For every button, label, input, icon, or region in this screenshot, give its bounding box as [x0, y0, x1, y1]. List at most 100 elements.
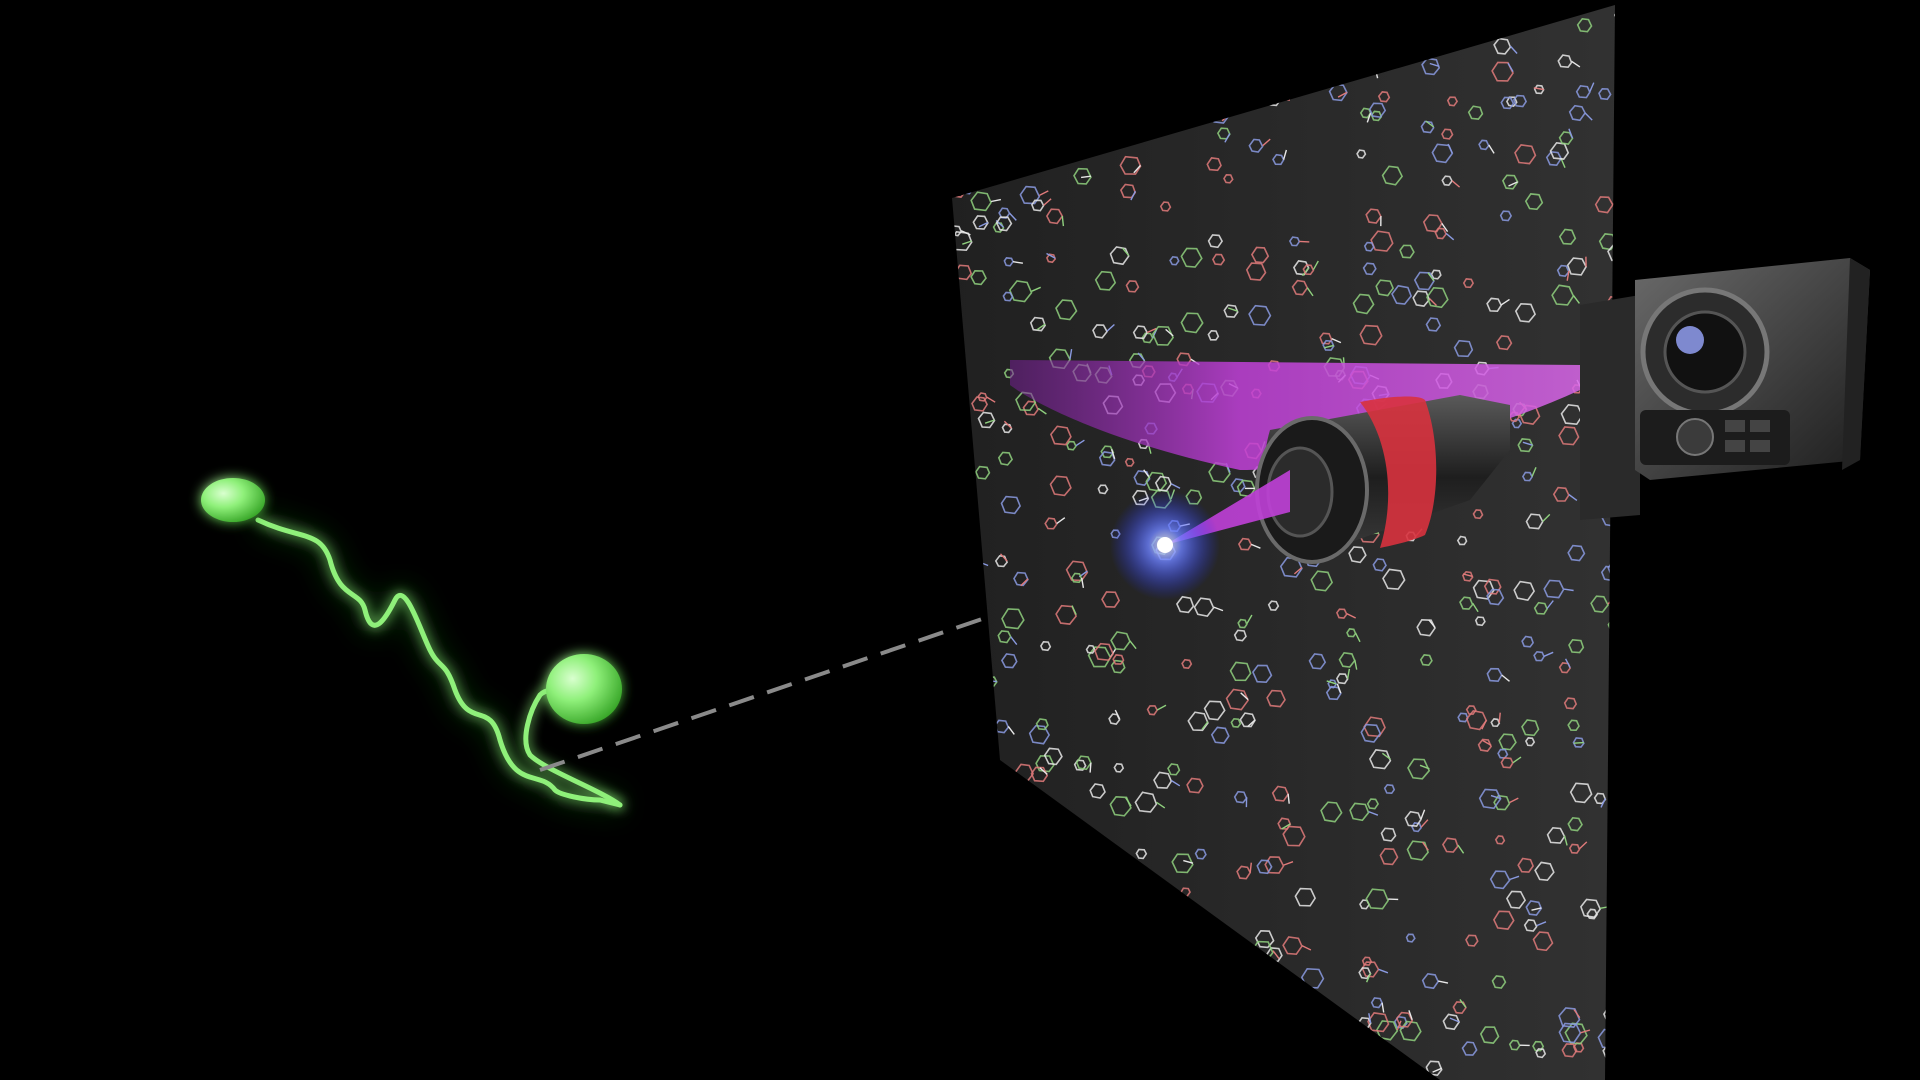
molecule-bond — [1308, 47, 1316, 58]
molecule-ring — [1087, 646, 1112, 668]
molecule-ring — [1101, 1042, 1120, 1060]
molecule-ring — [1328, 14, 1340, 25]
molecule-ring — [1113, 762, 1125, 773]
molecule-ring — [1534, 861, 1555, 882]
molecule-ring — [1156, 985, 1168, 997]
molecule-ring — [1040, 46, 1057, 61]
molecule-bond — [1432, 1067, 1443, 1073]
molecule-ring — [1521, 471, 1534, 482]
molecule-bond — [1564, 658, 1571, 669]
molecule-ring — [1479, 1026, 1500, 1044]
molecule-ring — [1372, 558, 1387, 572]
molecule-ring — [1368, 102, 1387, 119]
molecule-ring — [1080, 1063, 1096, 1077]
objective-lens — [1255, 395, 1510, 564]
molecule-ring — [971, 396, 989, 412]
molecule-ring — [1066, 893, 1083, 910]
molecule-bond — [986, 680, 997, 683]
molecule-ring — [1532, 1040, 1545, 1052]
molecule-ring — [952, 361, 960, 373]
molecule-bond — [1336, 683, 1342, 694]
molecule-ring — [1008, 280, 1033, 303]
molecule-bond — [1579, 841, 1588, 850]
molecule-ring — [1370, 230, 1394, 252]
camera-button-b — [1750, 420, 1770, 432]
molecule-bond — [1031, 286, 1041, 292]
molecule-ring — [1041, 155, 1056, 169]
molecule-ring — [1363, 241, 1375, 252]
molecule-bond — [1501, 674, 1510, 682]
molecule-ring — [1500, 756, 1514, 769]
molecule-ring — [952, 1069, 959, 1079]
molecule-bond — [1073, 836, 1082, 846]
molecule-bond — [1368, 1013, 1372, 1024]
molecule-bond — [1246, 614, 1253, 624]
molecule-ring — [1101, 591, 1121, 608]
molecule-ring — [963, 769, 974, 779]
molecule-ring — [1054, 912, 1075, 930]
molecule-bond — [1420, 819, 1429, 828]
molecule-ring — [963, 820, 980, 836]
molecule-bond — [1573, 1009, 1581, 1019]
camera-button-c — [1725, 440, 1745, 452]
molecule-ring — [1406, 840, 1430, 861]
molecule-bond — [1343, 68, 1347, 79]
molecule-ring — [1404, 810, 1422, 827]
molecule-bond — [1278, 976, 1288, 985]
molecule-ring — [1190, 54, 1205, 67]
molecule-ring — [1498, 733, 1517, 751]
molecule-bond — [1007, 725, 1015, 735]
molecule-ring — [1051, 918, 1070, 935]
molecule-bond — [1110, 449, 1116, 460]
molecule-ring — [1524, 193, 1544, 211]
molecule-bond — [1063, 5, 1074, 8]
molecule-ring — [1491, 975, 1507, 989]
molecule-ring — [1210, 726, 1230, 744]
molecule-ring — [1314, 71, 1329, 85]
molecule-bond — [1183, 859, 1194, 864]
molecule-ring — [1013, 571, 1029, 587]
molecule-bond — [955, 462, 959, 473]
molecule-bond — [1224, 133, 1231, 143]
molecule-ring — [1022, 917, 1040, 933]
molecule-bond — [1509, 875, 1520, 881]
molecule-ring — [1505, 96, 1518, 107]
molecule-bond — [1036, 9, 1039, 20]
molecule-ring — [1413, 271, 1435, 291]
molecule-ring — [1250, 36, 1263, 48]
molecule-ring — [1533, 650, 1545, 662]
molecule-ring — [1483, 578, 1502, 595]
molecule-bond — [1012, 261, 1024, 264]
molecule-bond — [1566, 270, 1570, 281]
molecule-bond — [1428, 298, 1437, 306]
molecule-ring — [1256, 859, 1273, 875]
molecule-ring — [1500, 96, 1515, 110]
molecule-ring — [1434, 227, 1448, 240]
molecule-ring — [952, 614, 954, 634]
molecule-bond — [1250, 543, 1261, 549]
molecule-bond — [1536, 921, 1547, 927]
molecule-ring — [1359, 324, 1383, 346]
molecule-ring — [1299, 49, 1316, 65]
molecule-ring — [1138, 970, 1151, 982]
molecule-ring — [1405, 933, 1416, 943]
molecule-ring — [952, 464, 957, 480]
molecule-ring — [1421, 57, 1441, 76]
molecule-ring — [1598, 233, 1615, 251]
molecule-ring — [958, 125, 978, 144]
molecule-ring — [1196, 68, 1209, 80]
molecule-ring — [1446, 96, 1459, 107]
molecule-bond — [1272, 950, 1280, 960]
molecule-ring — [1151, 325, 1175, 346]
molecule-ring — [1236, 865, 1252, 880]
molecule-ring — [1192, 100, 1213, 120]
molecule-bond — [965, 180, 970, 191]
molecule-ring — [1173, 20, 1186, 33]
molecule-bond — [1039, 767, 1048, 775]
molecule-ring — [1172, 896, 1193, 916]
molecule-ring — [977, 411, 996, 429]
molecule-bond — [1326, 680, 1337, 685]
camera-dial — [1676, 418, 1714, 456]
molecule-bond — [1175, 21, 1183, 31]
molecule-bond — [1449, 1017, 1460, 1023]
